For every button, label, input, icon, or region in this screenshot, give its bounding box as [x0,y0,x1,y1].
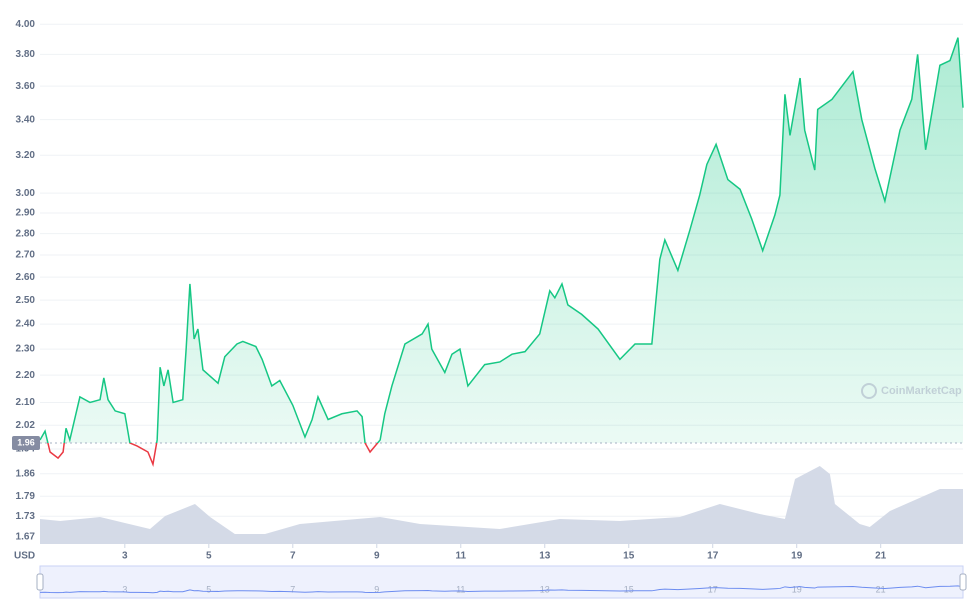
navigator-line [39,585,964,594]
x-tick-label: 17 [707,551,719,562]
y-tick-label: 3.40 [16,114,36,125]
x-tick-label: 7 [290,551,296,562]
navigator-tick-label: 7 [290,584,295,594]
x-tick-label: 21 [875,551,887,562]
y-tick-label: 3.60 [16,81,36,92]
y-tick-label: 2.20 [16,370,36,381]
y-tick-label: 2.60 [16,272,36,283]
navigator-tick-label: 19 [792,584,802,594]
y-tick-label: 2.30 [16,344,36,355]
y-tick-label: 4.00 [16,19,36,30]
price-line-down [47,442,379,467]
x-tick-label: 11 [455,551,466,562]
currency-label: USD [14,551,35,562]
navigator-window [39,565,964,599]
y-tick-label: 2.10 [16,397,36,408]
navigator-tick-label: 5 [206,584,211,594]
navigator-handle[interactable] [959,573,967,591]
y-tick-label: 1.86 [16,468,36,479]
volume-area [40,466,963,544]
x-tick-label: 15 [623,551,635,562]
navigator-tick-label: 13 [540,584,550,594]
x-tick-label: 9 [374,551,380,562]
x-tick-label: 13 [539,551,551,562]
y-tick-label: 2.90 [16,208,36,219]
watermark: CoinMarketCap [861,383,962,399]
navigator-tick-label: 11 [456,584,465,594]
price-line-up [39,37,964,443]
y-tick-label: 1.67 [16,532,36,543]
y-tick-label: 2.80 [16,228,36,239]
x-tick-label: 3 [122,551,128,562]
navigator-tick-label: 21 [876,584,886,594]
y-tick-label: 3.80 [16,49,36,60]
price-area [40,37,963,443]
navigator-tick-label: 15 [624,584,634,594]
y-tick-label: 3.20 [16,150,36,161]
x-tick-label: 19 [791,551,803,562]
x-tick-label: 5 [206,551,212,562]
navigator-handle[interactable] [36,573,44,591]
watermark-icon [861,383,877,399]
y-tick-label: 2.02 [16,420,36,431]
navigator-tick-label: 17 [708,584,718,594]
y-tick-label: 2.40 [16,319,36,330]
navigator-tick-label: 3 [122,584,127,594]
reference-label: 1.96 [17,437,35,447]
navigator-tick-label: 9 [374,584,379,594]
y-tick-label: 2.50 [16,295,36,306]
reference-badge [12,435,40,450]
y-tick-label: 3.00 [16,188,36,199]
y-tick-label: 2.70 [16,250,36,261]
y-tick-label: 1.73 [16,511,36,522]
watermark-text: CoinMarketCap [881,385,962,397]
y-tick-label: 1.79 [16,491,36,502]
